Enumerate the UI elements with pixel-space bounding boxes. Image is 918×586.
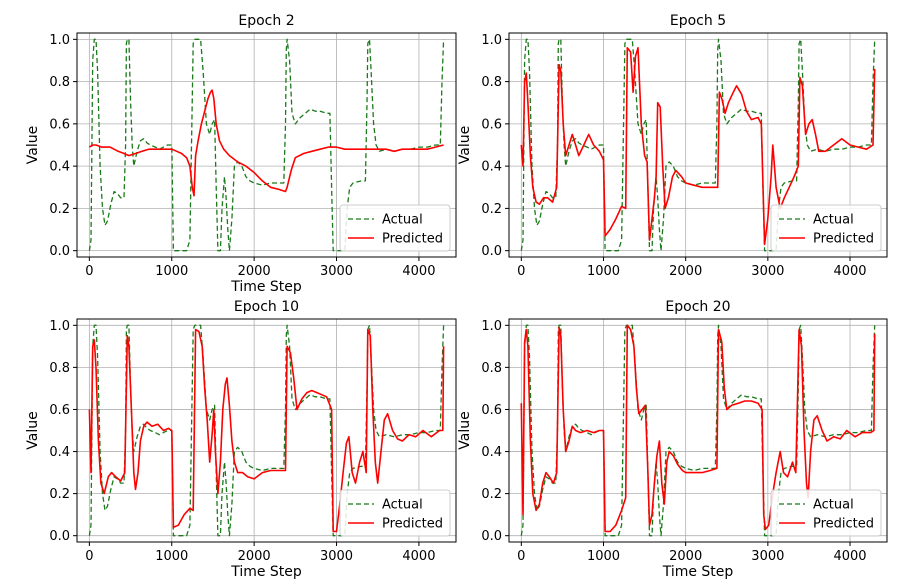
legend-label-predicted: Predicted — [382, 517, 443, 532]
y-axis-label: Value — [25, 411, 41, 449]
chart-panel-2: 0 1000 2000 3000 4000 0.0 0.2 0.4 0.6 0.8 1.0 Epoch… — [457, 13, 888, 279]
chart-panel-1: 0 1000 2000 3000 4000 0.0 0.2 0.4 0.6 0.8 1.0 Epoch… — [25, 13, 457, 295]
legend-label-predicted: Predicted — [813, 232, 874, 247]
y-tick-label: 0.0 — [481, 244, 502, 259]
y-tick-label: 0.6 — [481, 117, 502, 132]
x-tick-label: 4000 — [833, 264, 866, 279]
chart-title: Epoch 5 — [670, 13, 726, 29]
y-tick-label: 0.6 — [481, 403, 502, 418]
x-tick-label: 0 — [85, 264, 93, 279]
y-tick-label: 0.8 — [49, 361, 70, 376]
x-tick-label: 4000 — [833, 549, 866, 564]
x-tick-label: 3000 — [751, 549, 784, 564]
legend: Actual Predicted — [339, 489, 451, 537]
series-line-predicted — [88, 89, 444, 197]
y-axis-label: Value — [457, 411, 473, 449]
y-tick-label: 0.8 — [49, 75, 70, 90]
plot-frame — [508, 318, 888, 543]
y-tick-label: 0.0 — [49, 244, 70, 259]
chart-panel-3: 0 1000 2000 3000 4000 0.0 0.2 0.4 0.6 0.8 1.0 Epoch… — [25, 299, 457, 580]
series-group — [520, 38, 876, 252]
x-tick-label: 3000 — [320, 549, 353, 564]
x-tick-label: 0 — [85, 549, 93, 564]
series-group — [88, 38, 445, 252]
x-tick-label: 1000 — [587, 264, 620, 279]
x-tick-label: 2000 — [238, 549, 271, 564]
series-line-predicted — [520, 324, 876, 533]
series-line-predicted — [520, 47, 876, 246]
series-line-predicted — [88, 328, 445, 533]
x-tick-label: 4000 — [402, 264, 435, 279]
chart-title: Epoch 20 — [665, 299, 730, 315]
plot-frame — [76, 318, 457, 543]
chart-title: Epoch 2 — [238, 13, 294, 29]
y-tick-label: 1.0 — [49, 319, 70, 334]
series-line-actual — [88, 38, 445, 252]
y-tick-label: 0.2 — [481, 202, 502, 217]
y-tick-label: 0.0 — [49, 529, 70, 544]
y-tick-label: 0.4 — [49, 160, 70, 175]
series-line-actual — [88, 324, 445, 537]
x-tick-label: 0 — [517, 549, 525, 564]
x-axis-label: Time Step — [230, 279, 302, 295]
chart-panel-4: 0 1000 2000 3000 4000 0.0 0.2 0.4 0.6 0.8 1.0 Epoch… — [457, 299, 888, 580]
x-tick-label: 0 — [517, 264, 525, 279]
series-line-actual — [520, 38, 876, 252]
x-tick-label: 3000 — [320, 264, 353, 279]
x-tick-label: 3000 — [751, 264, 784, 279]
x-axis-label: Time Step — [662, 564, 734, 580]
y-axis-label: Value — [457, 126, 473, 164]
legend-box — [770, 204, 882, 252]
x-tick-label: 2000 — [669, 549, 702, 564]
legend-label-actual: Actual — [813, 498, 854, 513]
series-group — [520, 324, 876, 537]
legend-box — [339, 204, 451, 252]
y-tick-label: 0.2 — [49, 202, 70, 217]
x-tick-label: 4000 — [402, 549, 435, 564]
legend-label-predicted: Predicted — [813, 517, 874, 532]
legend: Actual Predicted — [770, 489, 882, 537]
series-line-actual — [520, 324, 876, 537]
y-tick-label: 1.0 — [481, 319, 502, 334]
y-tick-label: 0.4 — [481, 160, 502, 175]
plot-frame — [508, 32, 888, 258]
y-tick-label: 0.6 — [49, 403, 70, 418]
y-axis-label: Value — [25, 126, 41, 164]
chart-title: Epoch 10 — [234, 299, 299, 315]
legend-box — [339, 489, 451, 537]
legend: Actual Predicted — [770, 204, 882, 252]
y-tick-label: 0.6 — [49, 117, 70, 132]
y-tick-label: 1.0 — [49, 33, 70, 48]
series-group — [88, 324, 445, 537]
y-tick-label: 0.8 — [481, 75, 502, 90]
legend-label-actual: Actual — [813, 213, 854, 228]
y-tick-label: 1.0 — [481, 33, 502, 48]
x-axis-label: Time Step — [230, 564, 302, 580]
plot-frame — [76, 32, 457, 258]
legend-label-actual: Actual — [382, 498, 423, 513]
legend: Actual Predicted — [339, 204, 451, 252]
legend-box — [770, 489, 882, 537]
legend-label-actual: Actual — [382, 213, 423, 228]
y-tick-label: 0.0 — [481, 529, 502, 544]
y-tick-label: 0.2 — [49, 487, 70, 502]
y-tick-label: 0.4 — [481, 445, 502, 460]
x-tick-label: 1000 — [155, 264, 188, 279]
x-tick-label: 2000 — [238, 264, 271, 279]
x-tick-label: 1000 — [155, 549, 188, 564]
y-tick-label: 0.4 — [49, 445, 70, 460]
y-tick-label: 0.8 — [481, 361, 502, 376]
y-tick-label: 0.2 — [481, 487, 502, 502]
x-tick-label: 1000 — [587, 549, 620, 564]
legend-label-predicted: Predicted — [382, 232, 443, 247]
x-tick-label: 2000 — [669, 264, 702, 279]
